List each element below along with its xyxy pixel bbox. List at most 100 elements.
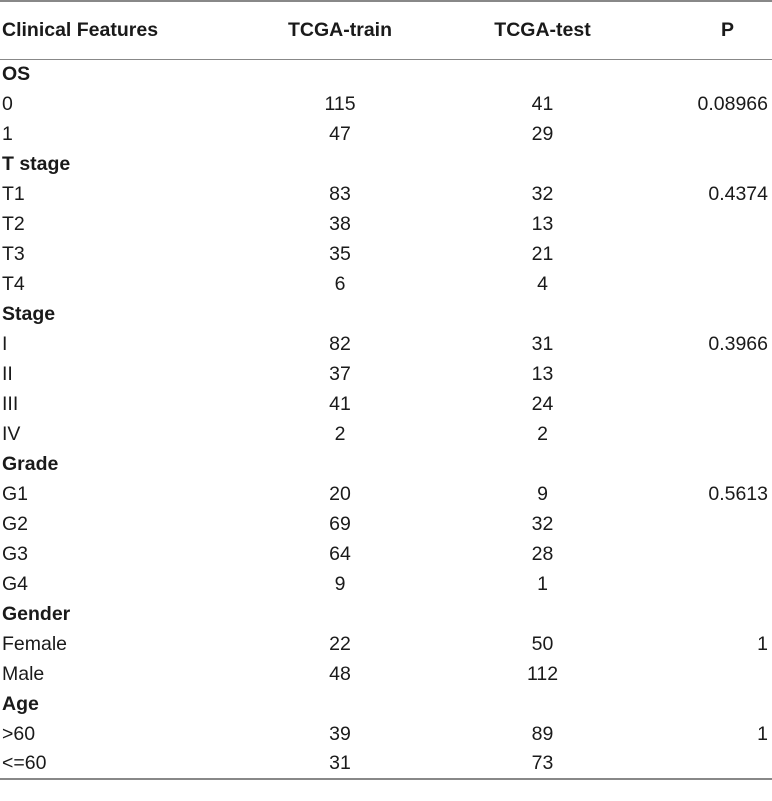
group-row-grade: Grade bbox=[0, 449, 772, 479]
p-value bbox=[665, 569, 772, 599]
row-label: Female bbox=[2, 632, 68, 655]
group-empty-cell bbox=[665, 689, 772, 719]
table-body: OS 0 115 41 0.08966 1 47 29 T stage T1 83 32 0.4374 T… bbox=[0, 59, 772, 779]
train-count: 64 bbox=[329, 542, 351, 565]
p-value: 0.4374 bbox=[708, 182, 768, 205]
row-label: T3 bbox=[2, 242, 25, 265]
row-label: G2 bbox=[2, 512, 29, 535]
p-value bbox=[665, 119, 772, 149]
p-value bbox=[665, 389, 772, 419]
group-empty-cell bbox=[665, 599, 772, 629]
test-count: 32 bbox=[531, 512, 554, 535]
table-row: G1 20 9 0.5613 bbox=[0, 479, 772, 509]
table-row: G3 64 28 bbox=[0, 539, 772, 569]
train-count: 6 bbox=[334, 272, 346, 295]
test-count: 9 bbox=[537, 482, 548, 505]
group-empty-cell bbox=[430, 449, 665, 479]
group-row-stage: Stage bbox=[0, 299, 772, 329]
table-row: G2 69 32 bbox=[0, 509, 772, 539]
train-count: 48 bbox=[329, 662, 351, 685]
group-empty-cell bbox=[665, 299, 772, 329]
test-count: 31 bbox=[531, 332, 554, 355]
header-tcga-test: TCGA-test bbox=[494, 18, 591, 41]
test-count: 21 bbox=[531, 242, 554, 265]
train-count: 41 bbox=[329, 392, 351, 415]
group-empty-cell bbox=[240, 689, 430, 719]
group-row-age: Age bbox=[0, 689, 772, 719]
table-row: Male 48 112 bbox=[0, 659, 772, 689]
header-row: Clinical Features TCGA-train TCGA-test P bbox=[0, 1, 772, 59]
group-title: Stage bbox=[2, 302, 56, 325]
header-p-value: P bbox=[720, 18, 734, 41]
table-row: 0 115 41 0.08966 bbox=[0, 89, 772, 119]
group-empty-cell bbox=[665, 449, 772, 479]
group-title: Age bbox=[2, 692, 39, 715]
test-count: 13 bbox=[531, 212, 554, 235]
group-empty-cell bbox=[430, 689, 665, 719]
header-tcga-train: TCGA-train bbox=[288, 18, 392, 41]
train-count: 22 bbox=[329, 632, 351, 655]
row-label: I bbox=[2, 332, 8, 355]
group-title: Grade bbox=[2, 452, 59, 475]
group-empty-cell bbox=[240, 59, 430, 89]
group-empty-cell bbox=[430, 59, 665, 89]
row-label: 0 bbox=[2, 92, 13, 115]
train-count: 115 bbox=[324, 92, 356, 115]
row-label: T1 bbox=[2, 182, 25, 205]
table-row: I 82 31 0.3966 bbox=[0, 329, 772, 359]
row-label: G4 bbox=[2, 572, 29, 595]
p-value bbox=[665, 749, 772, 779]
row-label: T4 bbox=[2, 272, 25, 295]
group-title: T stage bbox=[2, 152, 71, 175]
table-row: III 41 24 bbox=[0, 389, 772, 419]
train-count: 35 bbox=[329, 242, 351, 265]
row-label: T2 bbox=[2, 212, 25, 235]
table-row: T1 83 32 0.4374 bbox=[0, 179, 772, 209]
test-count: 4 bbox=[537, 272, 548, 295]
row-label: IV bbox=[2, 422, 21, 445]
group-empty-cell bbox=[665, 59, 772, 89]
p-value bbox=[665, 659, 772, 689]
row-label: <=60 bbox=[2, 752, 47, 774]
p-value: 0.5613 bbox=[708, 482, 768, 505]
p-value: 0.3966 bbox=[708, 332, 768, 355]
row-label: 1 bbox=[2, 122, 13, 145]
group-row-os: OS bbox=[0, 59, 772, 89]
train-count: 9 bbox=[334, 572, 346, 595]
row-label: II bbox=[2, 362, 13, 385]
header-clinical-features: Clinical Features bbox=[2, 18, 159, 41]
group-row-gender: Gender bbox=[0, 599, 772, 629]
train-count: 2 bbox=[334, 422, 346, 445]
clinical-features-table: Clinical Features TCGA-train TCGA-test P… bbox=[0, 1, 772, 779]
row-label: Male bbox=[2, 662, 45, 685]
train-count: 47 bbox=[329, 122, 351, 145]
table-row: T2 38 13 bbox=[0, 209, 772, 239]
table-row: 1 47 29 bbox=[0, 119, 772, 149]
p-value bbox=[665, 209, 772, 239]
p-value: 1 bbox=[757, 722, 768, 745]
test-count: 41 bbox=[531, 92, 554, 115]
test-count: 1 bbox=[537, 572, 548, 595]
table-row: II 37 13 bbox=[0, 359, 772, 389]
row-label: >60 bbox=[2, 722, 36, 745]
train-count: 83 bbox=[329, 182, 351, 205]
group-empty-cell bbox=[430, 599, 665, 629]
p-value: 1 bbox=[757, 632, 768, 655]
test-count: 29 bbox=[531, 122, 554, 145]
group-title: Gender bbox=[2, 602, 71, 625]
p-value: 0.08966 bbox=[697, 92, 769, 115]
row-label: G3 bbox=[2, 542, 29, 565]
group-empty-cell bbox=[240, 299, 430, 329]
group-title: OS bbox=[2, 62, 31, 85]
group-empty-cell bbox=[240, 599, 430, 629]
train-count: 31 bbox=[329, 752, 351, 774]
p-value bbox=[665, 359, 772, 389]
train-count: 39 bbox=[329, 722, 351, 745]
train-count: 37 bbox=[329, 362, 351, 385]
row-label: G1 bbox=[2, 482, 29, 505]
table-row: T3 35 21 bbox=[0, 239, 772, 269]
table-row: >60 39 89 1 bbox=[0, 719, 772, 749]
test-count: 89 bbox=[531, 722, 554, 745]
group-row-t-stage: T stage bbox=[0, 149, 772, 179]
table-row: G4 9 1 bbox=[0, 569, 772, 599]
